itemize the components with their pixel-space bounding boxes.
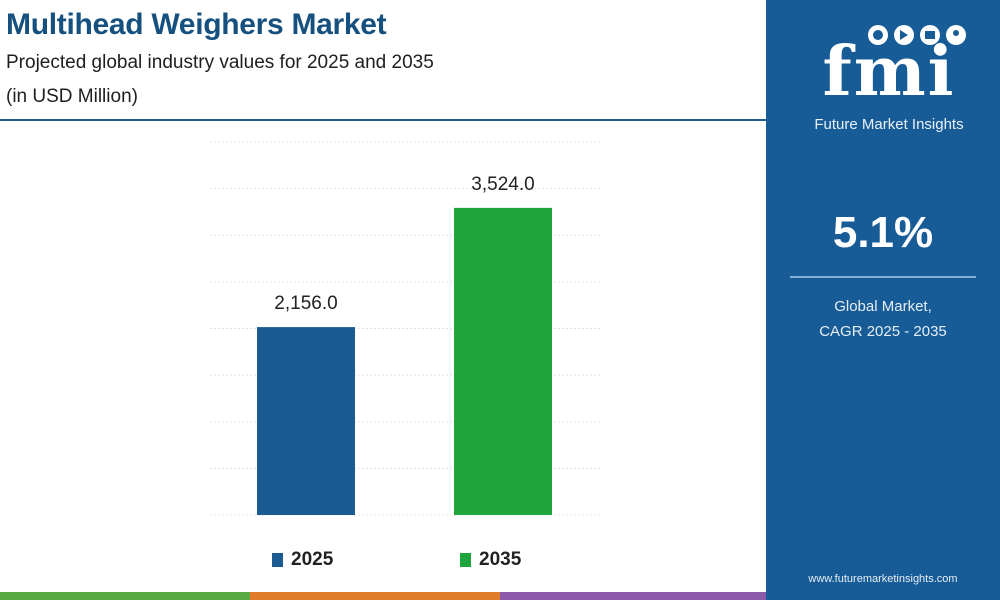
bar-2025: [257, 327, 355, 515]
cagr-label-line2: CAGR 2025 - 2035: [819, 323, 947, 340]
data-labels: 2,156.0 3,524.0: [274, 174, 534, 314]
cagr-label: Global Market, CAGR 2025 - 2035: [766, 294, 1000, 344]
logo-wordmark: fmi: [822, 32, 956, 112]
legend-swatch-2025: [272, 553, 283, 567]
cagr-divider: [790, 276, 976, 278]
bars: [257, 207, 552, 515]
legend-label-2025: 2025: [291, 549, 334, 570]
chart-unit-label: (in USD Million): [6, 86, 138, 107]
chart-subtitle: Projected global industry values for 202…: [6, 52, 434, 73]
legend-item-2035: 2035: [460, 549, 521, 571]
data-label-2025: 2,156.0: [274, 293, 337, 314]
cagr-label-line1: Global Market,: [834, 298, 932, 315]
bar-chart: 2,156.0 3,524.0: [210, 141, 600, 516]
fmi-logo: fmi Future Market Insights: [804, 18, 974, 133]
logo-icons: [868, 25, 966, 45]
website-url: www.futuremarketinsights.com: [808, 573, 958, 585]
bottom-color-strip: [0, 592, 766, 600]
legend-swatch-2035: [460, 553, 471, 567]
legend-label-2035: 2035: [479, 549, 522, 570]
logo-subtitle: Future Market Insights: [814, 116, 964, 133]
chart-title: Multihead Weighers Market: [6, 8, 387, 41]
data-label-2035: 3,524.0: [471, 174, 534, 195]
header-divider: [0, 119, 766, 121]
bar-2035: [454, 207, 552, 515]
sidebar-panel: fmi Future Market Insights 5.1% Global M…: [766, 0, 1000, 600]
cagr-value: 5.1%: [832, 208, 934, 257]
legend-item-2025: 2025: [272, 549, 333, 571]
